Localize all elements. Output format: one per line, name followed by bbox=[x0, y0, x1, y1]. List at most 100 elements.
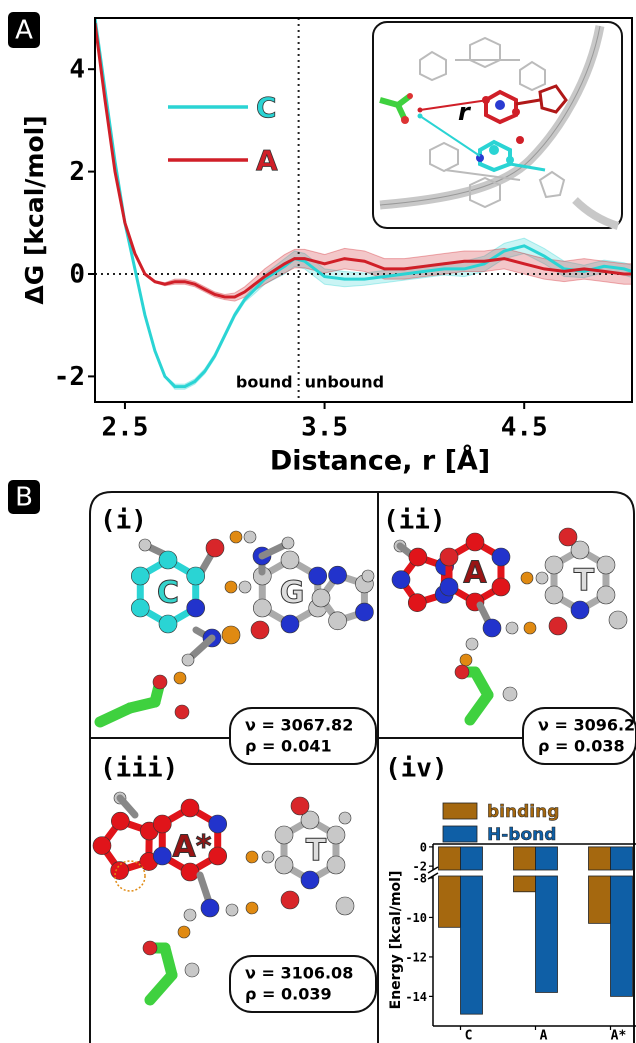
atom bbox=[281, 536, 295, 550]
y-axis-label: ΔG [kcal/mol] bbox=[20, 115, 49, 304]
bar-segment bbox=[460, 875, 483, 1015]
bar-segment bbox=[535, 875, 558, 993]
atom bbox=[300, 870, 320, 890]
atom bbox=[280, 614, 300, 634]
atom bbox=[224, 580, 238, 594]
annotation: unbound bbox=[305, 373, 384, 392]
atom bbox=[548, 616, 568, 636]
atom bbox=[130, 566, 150, 586]
atom bbox=[326, 855, 346, 875]
legend-swatch bbox=[442, 825, 478, 843]
atom bbox=[308, 566, 328, 586]
atom bbox=[311, 588, 331, 608]
bar bbox=[535, 846, 558, 993]
bar-segment bbox=[535, 846, 558, 871]
atom bbox=[274, 855, 294, 875]
atom bbox=[238, 580, 252, 594]
atom bbox=[274, 825, 294, 845]
y-tick-label: -8 bbox=[413, 871, 427, 885]
atom bbox=[250, 620, 270, 640]
atom bbox=[608, 610, 628, 630]
frequency: ν = 3096.26 bbox=[538, 716, 636, 735]
bar-segment bbox=[460, 846, 483, 871]
x-tick-label: 3.5 bbox=[301, 413, 348, 443]
highlight bbox=[114, 860, 146, 892]
axis-break bbox=[427, 866, 439, 874]
bar-segment bbox=[588, 846, 611, 871]
atom bbox=[596, 585, 616, 605]
atom bbox=[142, 940, 158, 956]
frequency: ν = 3067.82 bbox=[245, 716, 353, 735]
atom bbox=[290, 796, 310, 816]
bar-segment bbox=[438, 846, 461, 871]
atom bbox=[535, 571, 549, 585]
value-box bbox=[229, 707, 377, 765]
bond bbox=[186, 634, 216, 662]
bar-segment bbox=[610, 875, 633, 997]
atom bbox=[152, 674, 168, 690]
atom bbox=[158, 550, 178, 570]
x-axis-label: Distance, r [Å] bbox=[270, 445, 490, 477]
y-tick-label: -14 bbox=[405, 990, 427, 1004]
panel-title: (ii) bbox=[383, 506, 446, 536]
atom bbox=[328, 565, 347, 585]
atom bbox=[596, 555, 616, 575]
panel-label-box bbox=[8, 480, 40, 514]
y-tick-label: 0 bbox=[69, 260, 85, 290]
atom bbox=[261, 850, 275, 864]
atom bbox=[465, 637, 479, 651]
atom bbox=[243, 530, 257, 544]
atom bbox=[335, 896, 355, 916]
inset bbox=[372, 21, 623, 230]
x-tick-label: A bbox=[540, 1029, 548, 1043]
atom bbox=[152, 814, 172, 834]
x-tick-label: 4.5 bbox=[501, 413, 548, 443]
atom bbox=[465, 532, 485, 552]
bar bbox=[588, 846, 611, 924]
base-letter: C bbox=[157, 576, 179, 611]
legend-label: binding bbox=[487, 802, 559, 822]
atom bbox=[454, 664, 470, 680]
y-tick-label: 0 bbox=[420, 840, 427, 854]
atom bbox=[252, 598, 272, 618]
atom bbox=[181, 653, 195, 667]
error-band bbox=[95, 23, 632, 302]
atom bbox=[355, 602, 374, 622]
atom bbox=[544, 555, 564, 575]
atom bbox=[558, 527, 578, 547]
bar-segment bbox=[513, 846, 536, 871]
atom bbox=[208, 814, 228, 834]
atom bbox=[407, 593, 427, 613]
atom bbox=[180, 862, 200, 882]
atom bbox=[225, 903, 239, 917]
plot-frame bbox=[94, 17, 633, 403]
atom bbox=[200, 898, 220, 918]
atom bbox=[221, 625, 241, 645]
atom bbox=[186, 598, 206, 618]
panel-label: B bbox=[15, 483, 33, 513]
ligand-bond bbox=[144, 969, 178, 1006]
atom bbox=[280, 550, 300, 570]
atom bbox=[459, 653, 473, 667]
base-letter: G bbox=[280, 576, 305, 611]
legend-label: A bbox=[256, 144, 278, 177]
atom bbox=[111, 811, 130, 831]
atom bbox=[439, 577, 459, 597]
atom bbox=[158, 614, 178, 634]
atom bbox=[544, 585, 564, 605]
atom bbox=[173, 671, 187, 685]
bar-segment bbox=[438, 875, 461, 928]
atom bbox=[520, 571, 534, 585]
atom bbox=[245, 850, 259, 864]
atom bbox=[180, 798, 200, 818]
atom bbox=[482, 618, 502, 638]
legend-swatch bbox=[442, 802, 478, 820]
legend-label: H-bond bbox=[487, 825, 556, 845]
atom bbox=[205, 538, 225, 558]
atom bbox=[502, 686, 518, 702]
atom bbox=[328, 611, 347, 631]
data-line bbox=[95, 22, 632, 299]
value-box bbox=[229, 955, 377, 1013]
bond bbox=[116, 794, 139, 819]
atom bbox=[183, 908, 197, 922]
